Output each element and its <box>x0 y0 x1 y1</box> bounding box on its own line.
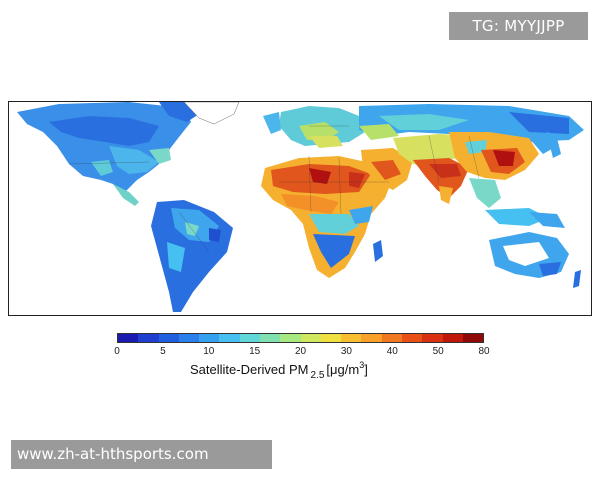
colorbar-title-unit-open: [μg/m <box>326 362 360 377</box>
south-america <box>151 200 233 312</box>
colorbar-segment <box>462 334 484 342</box>
africa <box>261 156 393 278</box>
colorbar-title-unit-sup: 3 <box>359 360 365 370</box>
colorbar-title-prefix: Satellite-Derived PM <box>190 362 309 377</box>
madagascar <box>373 240 383 262</box>
colorbar-segment <box>280 334 301 342</box>
colorbar-tick-label: 5 <box>160 346 166 357</box>
colorbar-segment <box>199 334 220 342</box>
colorbar-segment <box>178 334 200 342</box>
colorbar-tick-label: 40 <box>386 346 398 357</box>
australia <box>489 232 569 278</box>
east-asia <box>449 132 557 180</box>
watermark-url: www.zh-at-hthsports.com <box>11 440 272 469</box>
colorbar-title-unit-close: ] <box>364 362 368 377</box>
world-map-svg <box>17 102 584 312</box>
colorbar-segment <box>401 334 423 342</box>
asia-south <box>393 134 479 204</box>
watermark-tg: TG: MYYJJPP <box>449 12 588 40</box>
colorbar-segment <box>259 334 281 342</box>
colorbar-segment <box>219 334 240 342</box>
colorbar-tick-label: 10 <box>203 346 215 357</box>
southeast-asia <box>469 178 565 228</box>
colorbar-tick-label: 15 <box>249 346 261 357</box>
colorbar-segment <box>341 334 362 342</box>
colorbar-segment <box>158 334 179 342</box>
country-borders <box>68 125 480 253</box>
colorbar-tick-label: 20 <box>294 346 307 357</box>
japan <box>549 138 561 158</box>
colorbar-tick-label: 0 <box>114 346 120 357</box>
colorbar-segment <box>138 334 159 342</box>
colorbar-segment <box>361 334 382 342</box>
colorbar-tick-label: 80 <box>478 346 490 357</box>
colorbar-segment <box>300 334 321 342</box>
new-zealand <box>573 270 581 288</box>
europe <box>263 106 365 148</box>
colorbar-tick-label: 50 <box>432 346 444 357</box>
colorbar-tick-label: 30 <box>340 346 352 357</box>
colorbar-title-subscript: 2.5 <box>310 370 325 381</box>
colorbar-segment <box>118 334 139 342</box>
colorbar-segment <box>442 334 463 342</box>
russia <box>359 104 584 142</box>
colorbar-segment <box>320 334 342 342</box>
colorbar-segment <box>381 334 402 342</box>
colorbar-segment <box>422 334 443 342</box>
middle-east <box>361 148 413 190</box>
pm25-colorbar <box>117 333 484 343</box>
colorbar-segment <box>239 334 260 342</box>
greenland <box>183 102 240 125</box>
colorbar-ticks: 0 5 10 15 20 30 40 50 80 <box>114 346 489 358</box>
north-america <box>17 102 199 206</box>
colorbar-title: Satellite-Derived PM 2.5 [μg/m3] <box>190 360 368 381</box>
pm25-world-map <box>8 101 592 316</box>
